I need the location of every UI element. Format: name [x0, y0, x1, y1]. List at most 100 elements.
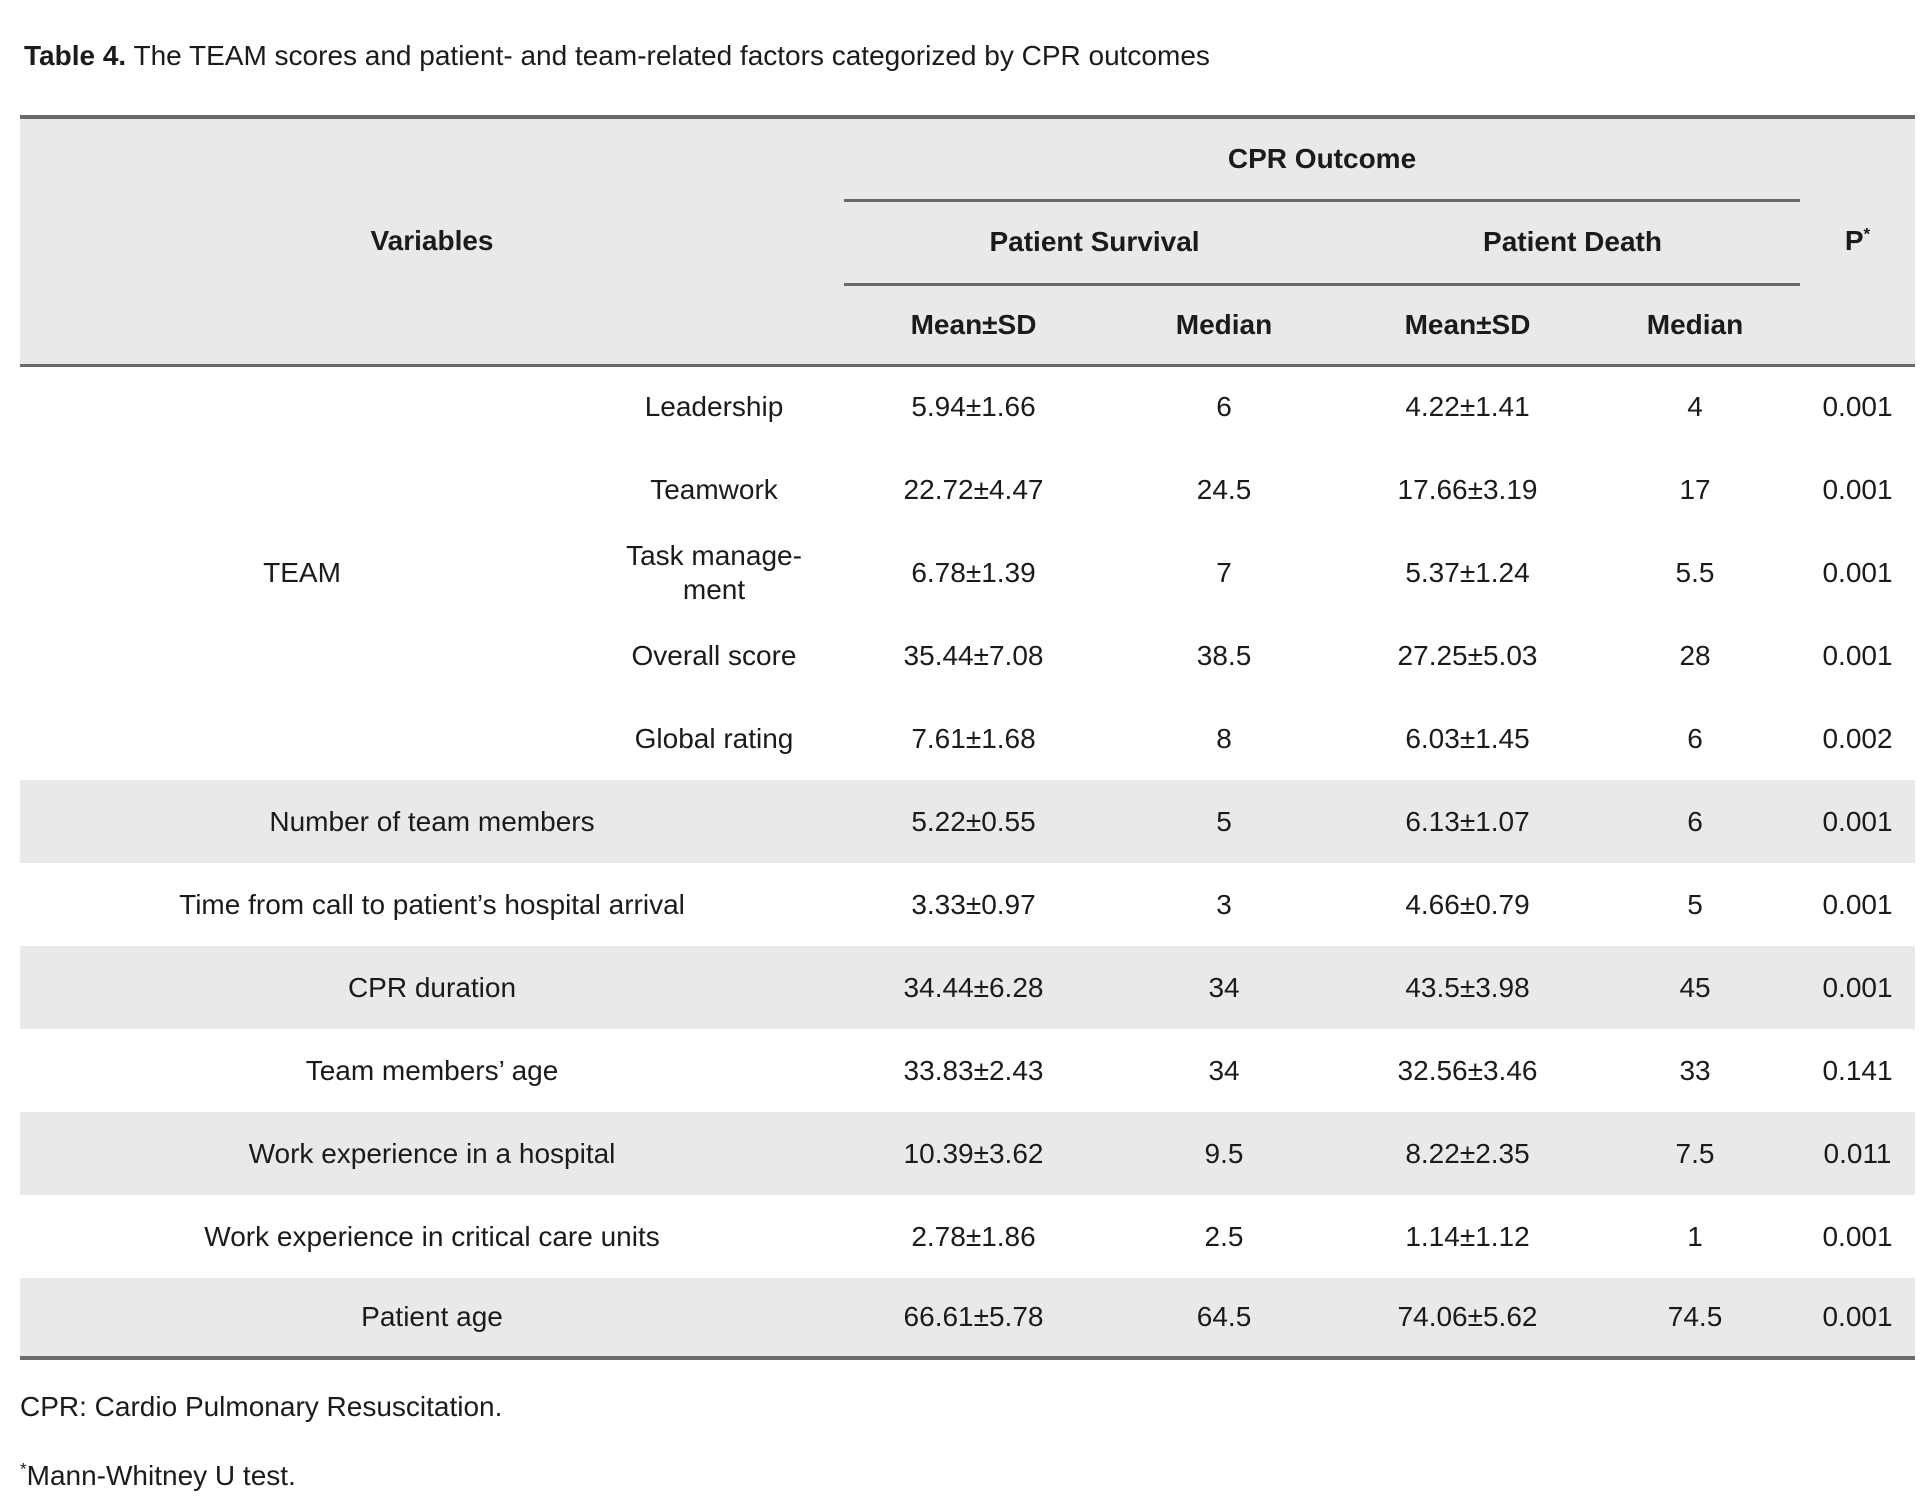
- cell-survival-mean-sd: 22.72±4.47: [903, 473, 1044, 505]
- table-row: Global rating 7.61±1.68 8 6.03±1.45 6 0.002: [20, 697, 1915, 780]
- cell-death-median: 6: [1687, 805, 1703, 837]
- cell-death-mean-sd: 27.25±5.03: [1397, 639, 1538, 671]
- p-value-header-asterisk: *: [1863, 224, 1871, 244]
- cell-death-median: 33: [1679, 1054, 1711, 1086]
- cell-death-mean-sd: 74.06±5.62: [1397, 1301, 1538, 1332]
- table-row: TEAM Leadership 5.94±1.66 6 4.22±1.41 4 0.001: [20, 365, 1915, 588]
- cell-survival-mean-sd: 6.78±1.39: [911, 556, 1036, 588]
- cell-death-median: 1: [1687, 1220, 1703, 1252]
- row-label: Work experience in critical care units: [204, 1220, 660, 1252]
- footnote-test-asterisk: *: [20, 1459, 27, 1479]
- cell-survival-median: 64.5: [1196, 1301, 1252, 1332]
- row-label: Work experience in a hospital: [248, 1137, 616, 1169]
- table-row: CPR duration 34.44±6.28 34 43.5±3.98 45 0.001: [20, 946, 1916, 1029]
- cell-survival-mean-sd: 33.83±2.43: [903, 1054, 1044, 1086]
- cell-death-mean-sd: 6.03±1.45: [1405, 722, 1530, 754]
- table-row: Work experience in critical care units 2.…: [20, 1195, 1915, 1278]
- row-label: Number of team members: [269, 805, 595, 837]
- row-label: Global rating: [634, 722, 794, 754]
- table-title-text: The TEAM scores and patient- and team-re…: [126, 40, 1210, 71]
- row-label: Overall score: [631, 639, 797, 671]
- table-row: Time from call to patient’s hospital arr…: [20, 863, 1915, 946]
- p-value-header: P*: [1800, 117, 1916, 367]
- cell-death-mean-sd: 43.5±3.98: [1405, 971, 1530, 1003]
- cell-death-mean-sd: 8.22±2.35: [1405, 1137, 1530, 1169]
- cell-survival-median: 6: [1216, 391, 1232, 423]
- cell-p-value: 0.011: [1823, 1137, 1892, 1169]
- row-label: Team members’ age: [305, 1054, 559, 1086]
- table-title-number: Table 4.: [24, 40, 127, 71]
- cell-death-median: 74.5: [1667, 1301, 1723, 1332]
- cell-survival-median: 38.5: [1196, 639, 1252, 671]
- row-label: Patient age: [361, 1301, 503, 1332]
- cell-survival-mean-sd: 3.33±0.97: [911, 888, 1036, 920]
- table-title: Table 4. The TEAM scores and patient- an…: [24, 38, 1915, 74]
- footnote-cpr: CPR: Cardio Pulmonary Resuscitation.: [20, 1391, 503, 1422]
- death-mean-sd-header: Mean±SD: [1345, 284, 1591, 367]
- cell-death-mean-sd: 17.66±3.19: [1397, 473, 1538, 505]
- variables-header: Variables: [20, 117, 845, 367]
- patient-death-header: Patient Death: [1345, 200, 1801, 286]
- p-value-header-letter: P: [1844, 225, 1864, 257]
- team-scores-table: Variables CPR Outcome P* Patient Surviva…: [20, 115, 1916, 1360]
- cell-death-median: 17: [1679, 473, 1711, 505]
- cell-p-value: 0.002: [1822, 722, 1893, 754]
- table-row: Teamwork 22.72±4.47 24.5 17.66±3.19 17 0.001: [20, 448, 1915, 531]
- cell-survival-median: 3: [1216, 888, 1232, 920]
- row-label: Time from call to patient’s hospital arr…: [179, 888, 685, 920]
- cell-p-value: 0.001: [1822, 391, 1893, 423]
- cell-p-value: 0.001: [1822, 1220, 1893, 1252]
- table-header: Variables CPR Outcome P* Patient Surviva…: [20, 117, 1916, 367]
- cell-death-mean-sd: 5.37±1.24: [1405, 556, 1530, 588]
- cell-p-value: 0.001: [1822, 971, 1893, 1003]
- table-row: Work experience in a hospital 10.39±3.62 9…: [20, 1112, 1916, 1195]
- cell-p-value: 0.001: [1822, 888, 1893, 920]
- header-row-group: Variables CPR Outcome P*: [20, 117, 1916, 367]
- cell-death-mean-sd: 6.13±1.07: [1405, 805, 1530, 837]
- cell-death-median: 4: [1687, 391, 1703, 423]
- cell-death-mean-sd: 32.56±3.46: [1397, 1054, 1538, 1086]
- table-row: Number of team members 5.22±0.55 5 6.13±1.0…: [20, 780, 1916, 863]
- cell-death-median: 6: [1687, 722, 1703, 754]
- patient-survival-header: Patient Survival: [844, 200, 1346, 286]
- row-label: Task manage- ment: [626, 539, 802, 605]
- cell-survival-median: 2.5: [1204, 1220, 1244, 1252]
- cell-survival-median: 34: [1208, 971, 1240, 1003]
- cell-p-value: 0.001: [1822, 805, 1893, 837]
- row-label: CPR duration: [347, 971, 517, 1003]
- cell-p-value: 0.141: [1822, 1054, 1893, 1086]
- cell-p-value: 0.001: [1822, 1301, 1893, 1332]
- cell-survival-median: 5: [1216, 805, 1232, 837]
- header-row-stats: Mean±SD Median Mean±SD Median: [20, 284, 1915, 367]
- cell-survival-median: 24.5: [1196, 473, 1252, 505]
- row-label: Teamwork: [650, 473, 778, 505]
- table-row: Team members’ age 33.83±2.43 34 32.56±3.46 3…: [20, 1029, 1915, 1112]
- cell-death-mean-sd: 4.66±0.79: [1405, 888, 1530, 920]
- cell-death-mean-sd: 1.14±1.12: [1405, 1220, 1530, 1252]
- death-median-header: Median: [1590, 284, 1801, 367]
- cell-death-mean-sd: 4.22±1.41: [1405, 391, 1530, 423]
- cell-survival-mean-sd: 10.39±3.62: [903, 1137, 1044, 1169]
- table-row: Task manage- ment 6.78±1.39 7 5.37±1.24 5.5 0…: [20, 531, 1915, 614]
- cpr-outcome-header: CPR Outcome: [844, 117, 1801, 202]
- cell-p-value: 0.001: [1822, 639, 1893, 671]
- cell-survival-median: 7: [1216, 556, 1232, 588]
- cell-survival-median: 9.5: [1204, 1137, 1244, 1169]
- header-row-outcomes: Patient Survival Patient Death: [20, 200, 1915, 286]
- cell-death-median: 28: [1679, 639, 1711, 671]
- table-body: TEAM Leadership 5.94±1.66 6 4.22±1.41 4 0.001 T…: [20, 365, 1916, 1358]
- table-row: Patient age 66.61±5.78 64.5 74.06±5.62 74.5 0…: [20, 1278, 1916, 1358]
- cell-survival-mean-sd: 5.22±0.55: [911, 805, 1036, 837]
- cell-survival-mean-sd: 2.78±1.86: [911, 1220, 1036, 1252]
- survival-mean-sd-header: Mean±SD: [844, 284, 1104, 367]
- cell-survival-mean-sd: 5.94±1.66: [911, 391, 1036, 423]
- cell-death-median: 5: [1687, 888, 1703, 920]
- table-row: Overall score 35.44±7.08 38.5 27.25±5.03 28 0…: [20, 614, 1915, 697]
- cell-survival-mean-sd: 66.61±5.78: [903, 1301, 1044, 1332]
- row-label: Leadership: [644, 391, 784, 423]
- cell-death-median: 45: [1679, 971, 1711, 1003]
- cell-p-value: 0.001: [1822, 473, 1893, 505]
- footnote-test: *Mann-Whitney U test.: [20, 1459, 1915, 1493]
- cell-survival-median: 8: [1216, 722, 1232, 754]
